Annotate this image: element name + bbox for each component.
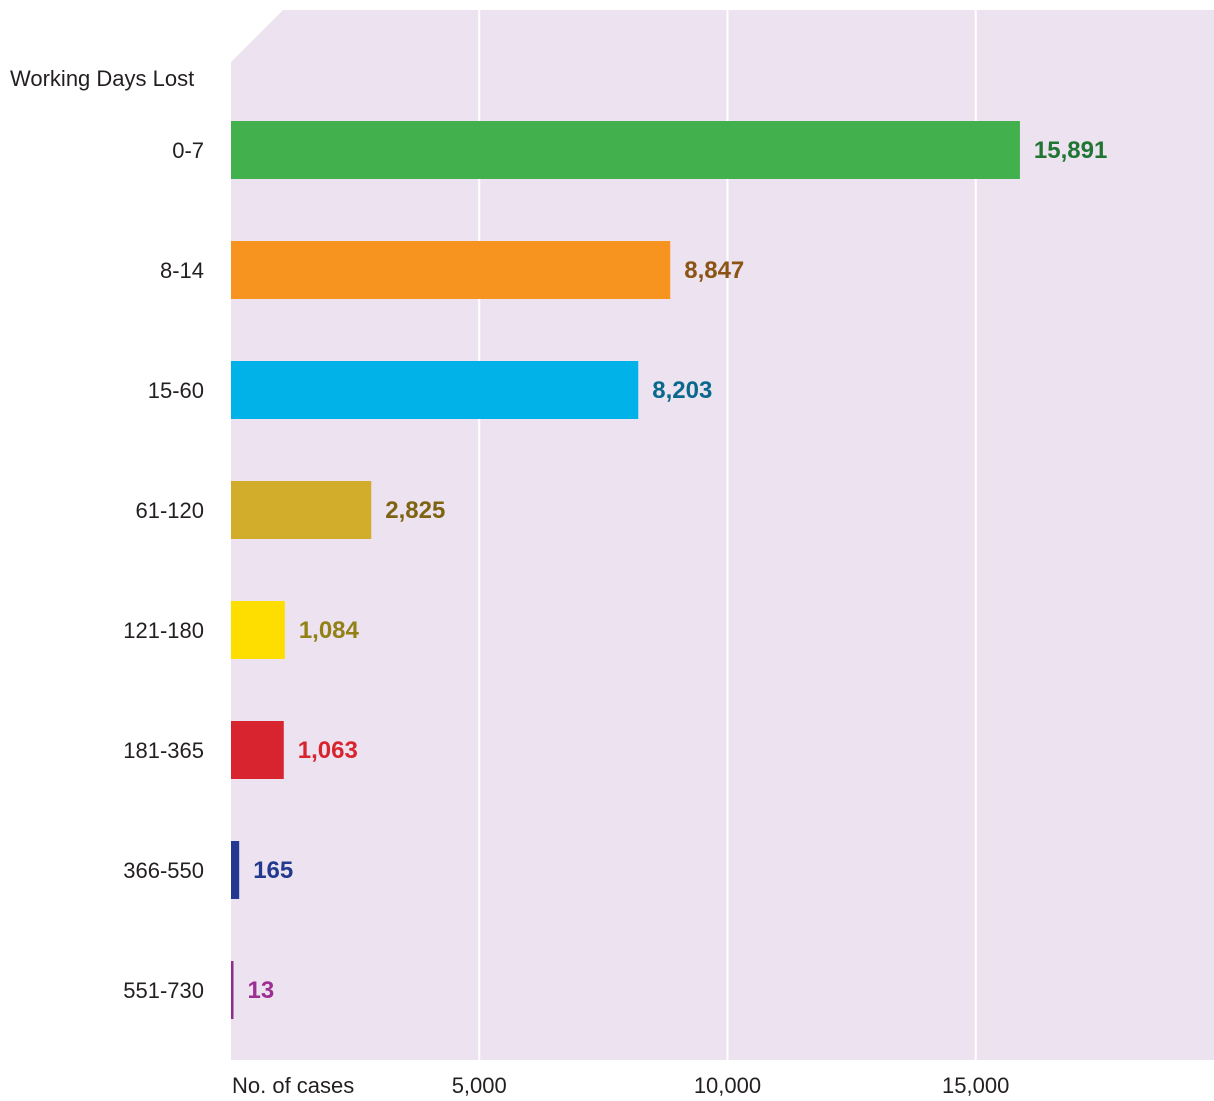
category-label-61-120: 61-120 [135,498,204,523]
bar-15-60 [231,361,639,419]
value-label-61-120: 2,825 [385,497,445,524]
bar-8-14 [231,241,671,299]
value-label-181-365: 1,063 [298,737,358,764]
x-tick-label: 5,000 [452,1073,507,1098]
bar-121-180 [231,601,285,659]
category-label-121-180: 121-180 [123,618,204,643]
category-label-366-550: 366-550 [123,858,204,883]
value-label-121-180: 1,084 [299,617,360,644]
y-axis-title: Working Days Lost [10,66,194,91]
category-label-181-365: 181-365 [123,738,204,763]
category-label-0-7: 0-7 [172,138,204,163]
value-label-551-730: 13 [248,977,275,1004]
value-labels: 15,891 8,847 8,203 2,825 1,084 1,063 165 13 [248,137,1108,1004]
bar-61-120 [231,481,372,539]
x-tick-label: 15,000 [942,1073,1009,1098]
value-label-8-14: 8,847 [684,257,744,284]
value-label-15-60: 8,203 [652,377,712,404]
bar-366-550 [231,841,240,899]
x-tick-label: 10,000 [694,1073,761,1098]
x-axis-title: No. of cases [232,1073,354,1098]
bar-181-365 [231,721,284,779]
category-labels: 0-7 8-14 15-60 61-120 121-180 181-365 366-550 5… [123,138,204,1003]
bars [231,121,1020,1019]
bar-0-7 [231,121,1020,179]
category-label-8-14: 8-14 [160,258,204,283]
value-label-366-550: 165 [253,857,293,884]
category-label-551-730: 551-730 [123,978,204,1003]
gridlines [478,10,977,1060]
x-tick-labels: 5,000 10,000 15,000 [452,1073,1010,1098]
value-label-0-7: 15,891 [1034,137,1107,164]
bar-551-730 [231,961,234,1019]
category-label-15-60: 15-60 [148,378,204,403]
